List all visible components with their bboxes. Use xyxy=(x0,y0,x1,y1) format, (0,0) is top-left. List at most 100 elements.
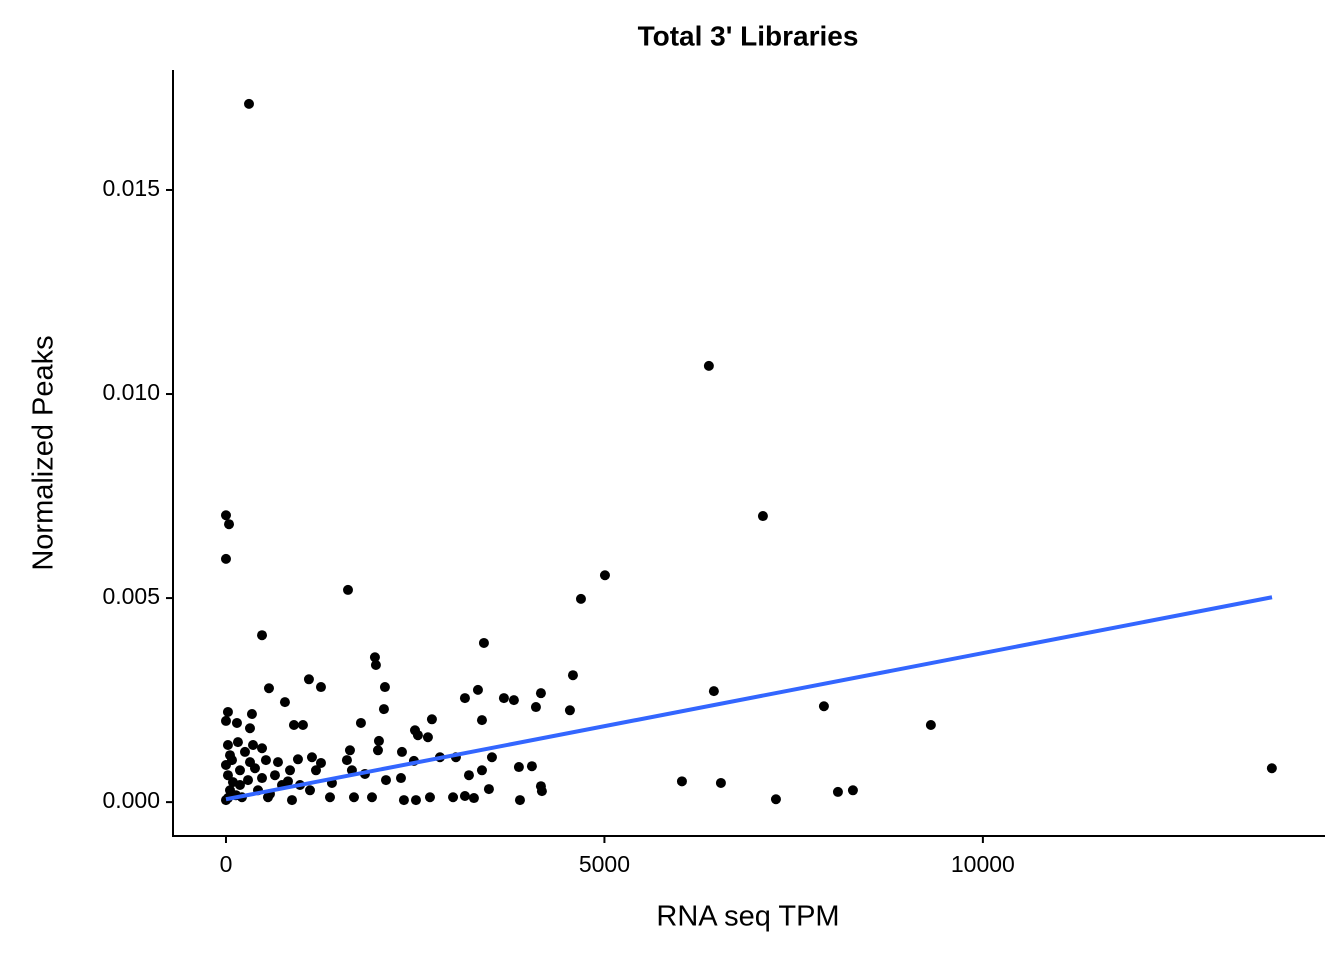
point xyxy=(297,719,308,730)
point xyxy=(1266,763,1277,774)
point xyxy=(355,717,366,728)
point xyxy=(476,715,487,726)
point xyxy=(232,737,243,748)
point xyxy=(708,686,719,697)
point xyxy=(279,697,290,708)
point xyxy=(424,792,435,803)
point xyxy=(246,708,257,719)
point xyxy=(526,761,537,772)
point xyxy=(260,755,271,766)
point xyxy=(703,360,714,371)
point xyxy=(369,652,380,663)
point xyxy=(220,510,231,521)
point xyxy=(269,770,280,781)
point xyxy=(508,695,519,706)
point xyxy=(486,752,497,763)
x-tick-label: 0 xyxy=(220,851,233,877)
point xyxy=(231,717,242,728)
point xyxy=(372,745,383,756)
point xyxy=(412,730,423,741)
point xyxy=(379,682,390,693)
point xyxy=(370,660,381,671)
point xyxy=(535,688,546,699)
point xyxy=(220,553,231,564)
point xyxy=(676,776,687,787)
point xyxy=(380,775,391,786)
point xyxy=(476,765,487,776)
point xyxy=(288,719,299,730)
point xyxy=(398,795,409,806)
point xyxy=(472,684,483,695)
point xyxy=(483,784,494,795)
point xyxy=(818,701,829,712)
chart-title: Total 3' Libraries xyxy=(638,20,859,51)
y-tick-label: 0.005 xyxy=(102,583,160,609)
point xyxy=(310,765,321,776)
point xyxy=(222,739,233,750)
point xyxy=(536,786,547,797)
point xyxy=(344,745,355,756)
point xyxy=(395,773,406,784)
point xyxy=(244,757,255,768)
point xyxy=(243,98,254,109)
point xyxy=(459,791,470,802)
point xyxy=(348,792,359,803)
point xyxy=(448,792,459,803)
point xyxy=(373,735,384,746)
point xyxy=(847,785,858,796)
point xyxy=(222,706,233,717)
point xyxy=(303,674,314,685)
point xyxy=(468,793,479,804)
point xyxy=(498,693,509,704)
point xyxy=(530,702,541,713)
point xyxy=(925,719,936,730)
point xyxy=(513,762,524,773)
point xyxy=(832,786,843,797)
point xyxy=(306,752,317,763)
point xyxy=(324,792,335,803)
point xyxy=(222,770,233,781)
point xyxy=(257,773,268,784)
point xyxy=(224,750,235,761)
point xyxy=(342,584,353,595)
y-axis-label: Normalized Peaks xyxy=(28,335,60,570)
y-tick-label: 0.010 xyxy=(102,379,160,405)
point xyxy=(234,779,245,790)
point xyxy=(234,765,245,776)
point xyxy=(770,794,781,805)
point xyxy=(244,723,255,734)
point xyxy=(463,770,474,781)
point xyxy=(263,683,274,694)
x-tick-label: 10000 xyxy=(951,851,1015,877)
point xyxy=(378,704,389,715)
point xyxy=(426,714,437,725)
point xyxy=(257,630,268,641)
point xyxy=(341,755,352,766)
point xyxy=(272,757,283,768)
y-tick-label: 0.015 xyxy=(102,175,160,201)
point xyxy=(715,777,726,788)
point xyxy=(478,637,489,648)
point xyxy=(243,775,254,786)
point xyxy=(286,795,297,806)
point xyxy=(292,754,303,765)
point xyxy=(564,705,575,716)
point xyxy=(396,746,407,757)
point xyxy=(220,759,231,770)
point xyxy=(599,570,610,581)
point xyxy=(315,682,326,693)
point xyxy=(422,732,433,743)
point xyxy=(459,693,470,704)
point xyxy=(248,739,259,750)
fit-line xyxy=(225,595,1273,802)
x-tick-label: 5000 xyxy=(579,851,630,877)
point xyxy=(224,519,235,530)
point xyxy=(567,670,578,681)
point xyxy=(366,792,377,803)
point xyxy=(220,715,231,726)
y-tick-label: 0.000 xyxy=(102,787,160,813)
point xyxy=(575,593,586,604)
point xyxy=(315,757,326,768)
x-axis-label: RNA seq TPM xyxy=(656,901,839,933)
